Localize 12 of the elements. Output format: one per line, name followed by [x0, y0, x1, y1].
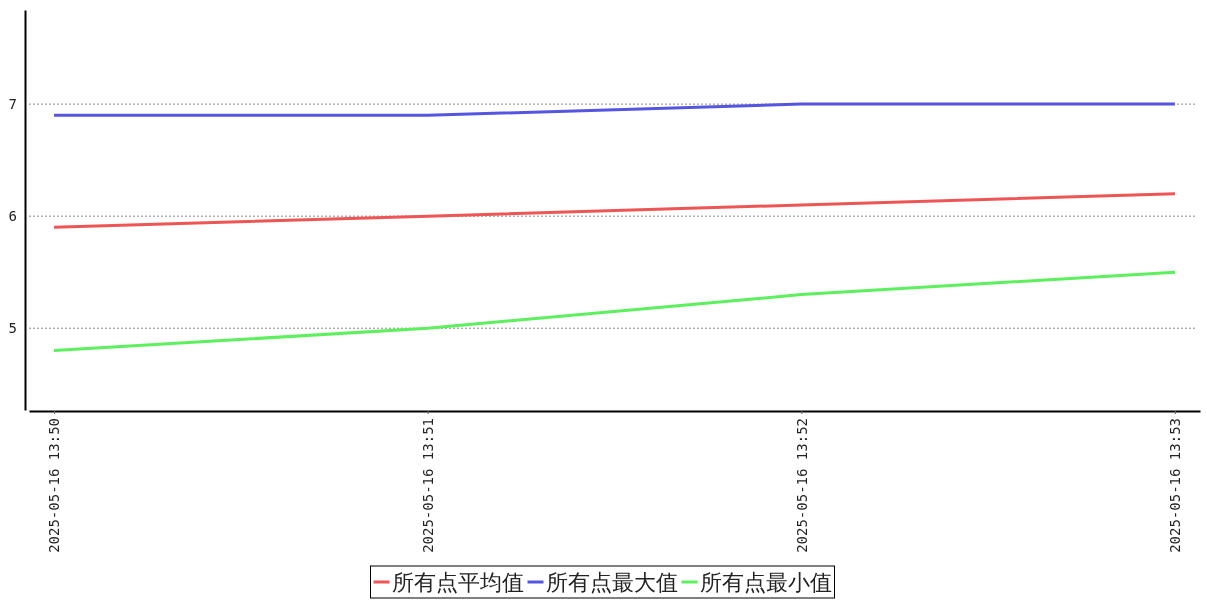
x-tick-label: 2025-05-16 13:50	[46, 418, 63, 553]
x-tick-label: 2025-05-16 13:52	[793, 418, 810, 553]
legend-label: 所有点最小值	[699, 569, 832, 595]
x-tick-label: 2025-05-16 13:51	[420, 418, 437, 553]
x-tick-label: 2025-05-16 13:53	[1167, 418, 1184, 553]
line-series	[52, 192, 1177, 229]
y-tick-label: 6	[8, 208, 17, 225]
legend-label: 所有点最大值	[545, 569, 678, 595]
y-tick-label: 7	[8, 96, 17, 113]
line-series	[52, 270, 1177, 353]
y-tick-label: 5	[8, 320, 17, 337]
legend-label: 所有点平均值	[391, 569, 524, 595]
